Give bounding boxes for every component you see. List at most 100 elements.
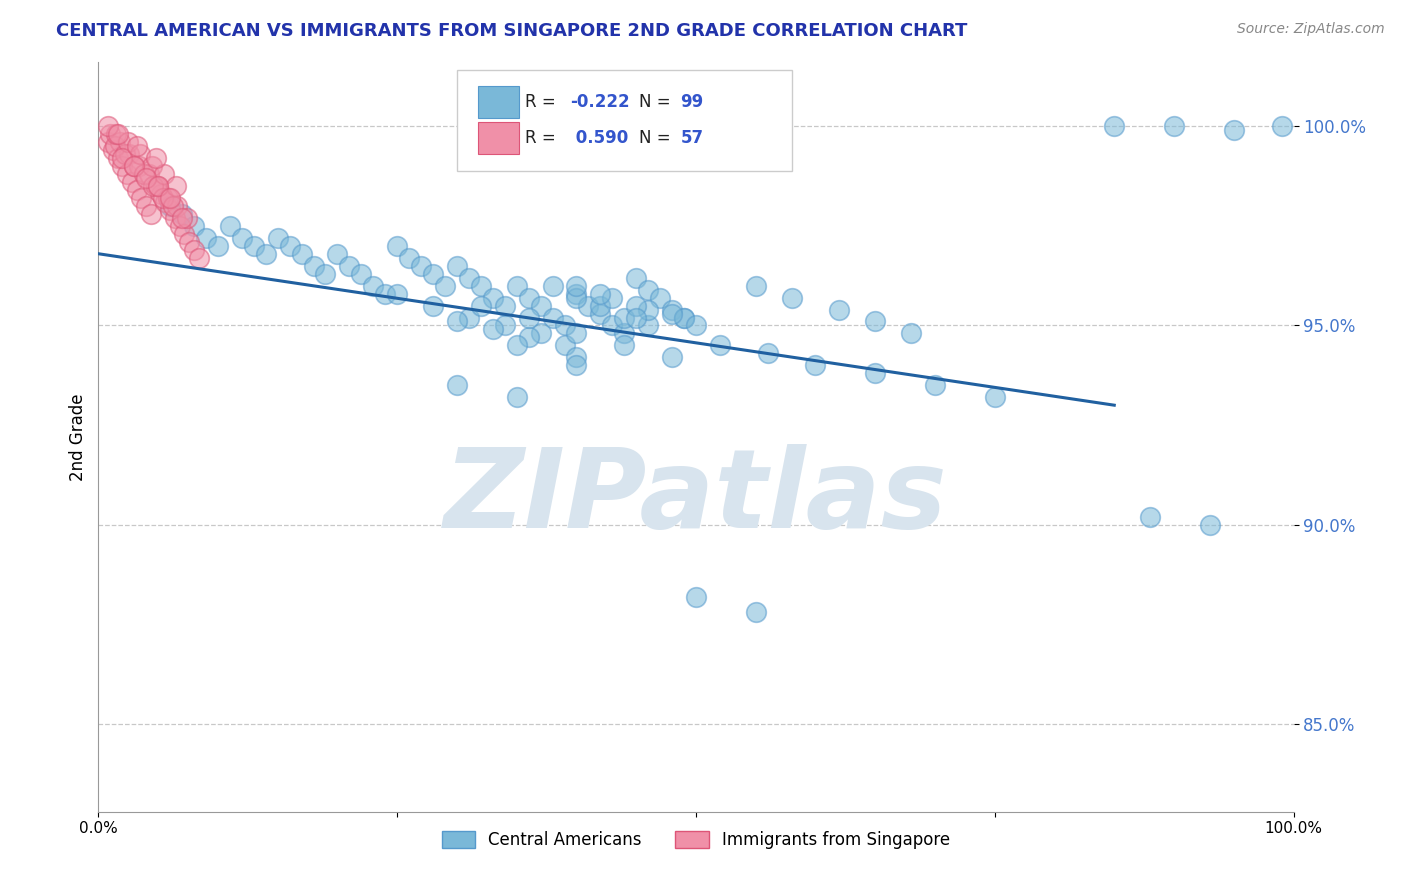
Point — [117, 135, 139, 149]
Point — [578, 299, 600, 313]
Point — [780, 291, 803, 305]
Point — [138, 167, 160, 181]
Point — [900, 326, 922, 341]
Point — [350, 267, 373, 281]
Point — [243, 239, 266, 253]
Point — [172, 211, 194, 225]
Point — [97, 135, 120, 149]
Point — [411, 259, 433, 273]
Point — [661, 306, 683, 320]
Point — [125, 139, 148, 153]
Point — [315, 267, 337, 281]
Point — [422, 299, 444, 313]
Text: CENTRAL AMERICAN VS IMMIGRANTS FROM SINGAPORE 2ND GRADE CORRELATION CHART: CENTRAL AMERICAN VS IMMIGRANTS FROM SING… — [56, 22, 967, 40]
Point — [589, 286, 612, 301]
Point — [159, 191, 181, 205]
Point — [124, 159, 146, 173]
Point — [565, 291, 588, 305]
Point — [565, 359, 588, 373]
Point — [709, 338, 731, 352]
Point — [339, 259, 361, 273]
Legend: Central Americans, Immigrants from Singapore: Central Americans, Immigrants from Singa… — [436, 824, 956, 855]
Point — [101, 143, 124, 157]
Point — [291, 246, 314, 260]
Point — [111, 159, 134, 173]
Point — [398, 251, 420, 265]
Point — [613, 326, 636, 341]
Point — [145, 179, 167, 194]
Point — [1223, 123, 1246, 137]
Text: N =: N = — [638, 129, 675, 147]
Point — [302, 259, 325, 273]
Point — [155, 194, 177, 209]
Y-axis label: 2nd Grade: 2nd Grade — [69, 393, 87, 481]
Point — [142, 179, 165, 194]
Point — [148, 179, 170, 194]
Point — [924, 378, 946, 392]
Point — [446, 259, 468, 273]
Point — [458, 310, 481, 325]
Point — [183, 243, 205, 257]
Point — [626, 270, 648, 285]
Point — [131, 191, 153, 205]
Point — [159, 199, 181, 213]
Point — [254, 246, 277, 260]
Point — [602, 318, 624, 333]
Point — [422, 267, 444, 281]
Point — [98, 127, 122, 141]
Point — [363, 278, 385, 293]
Point — [124, 159, 146, 173]
Point — [115, 167, 138, 181]
Point — [506, 338, 529, 352]
Point — [172, 207, 194, 221]
Point — [1139, 509, 1161, 524]
Point — [530, 326, 553, 341]
Point — [530, 299, 553, 313]
Point — [187, 251, 209, 265]
FancyBboxPatch shape — [478, 87, 519, 118]
Point — [1271, 119, 1294, 133]
Point — [494, 299, 516, 313]
Point — [159, 202, 181, 217]
Point — [565, 286, 588, 301]
Point — [589, 306, 612, 320]
Point — [385, 239, 409, 253]
Point — [494, 318, 516, 333]
Point — [278, 239, 301, 253]
Point — [179, 235, 201, 249]
Point — [673, 310, 696, 325]
Point — [169, 219, 191, 233]
Point — [446, 378, 468, 392]
Text: N =: N = — [638, 93, 675, 112]
Point — [195, 231, 218, 245]
Point — [637, 283, 659, 297]
FancyBboxPatch shape — [457, 70, 792, 171]
Point — [828, 302, 851, 317]
Point — [108, 135, 131, 149]
Point — [107, 127, 129, 141]
Point — [114, 147, 136, 161]
Point — [141, 159, 163, 173]
Point — [135, 199, 157, 213]
Point — [145, 151, 167, 165]
Point — [589, 299, 612, 313]
Text: R =: R = — [524, 129, 561, 147]
Point — [326, 246, 349, 260]
Point — [162, 199, 184, 213]
Point — [637, 318, 659, 333]
Point — [118, 147, 141, 161]
Point — [231, 231, 253, 245]
Point — [156, 191, 179, 205]
Point — [517, 310, 540, 325]
Text: Source: ZipAtlas.com: Source: ZipAtlas.com — [1237, 22, 1385, 37]
Point — [554, 318, 576, 333]
Point — [565, 351, 588, 365]
Point — [613, 338, 636, 352]
Point — [121, 175, 143, 189]
Point — [661, 302, 683, 317]
Point — [756, 346, 779, 360]
Point — [173, 227, 195, 241]
Point — [984, 390, 1007, 404]
Point — [207, 239, 229, 253]
Point — [470, 299, 492, 313]
